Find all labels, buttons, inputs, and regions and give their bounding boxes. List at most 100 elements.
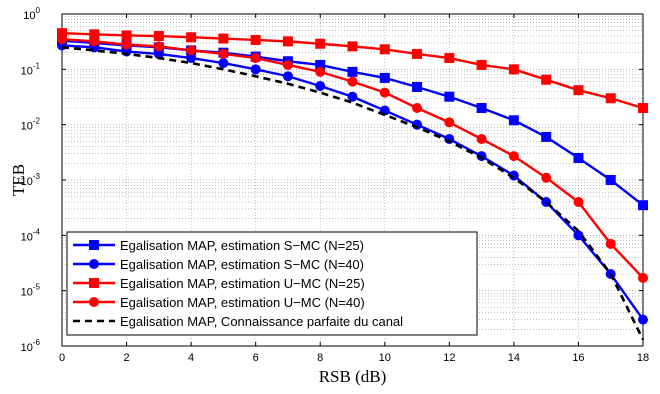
data-point [573,152,584,163]
data-point [121,30,132,41]
legend-label: Egalisation MAP, estimation U−MC (N=25) [120,276,365,291]
data-point [89,29,100,40]
x-tick-label: 0 [59,352,65,364]
x-tick-label: 6 [253,352,259,364]
x-tick-label: 8 [317,352,323,364]
data-point [573,230,584,241]
data-point [282,59,293,70]
legend-entry: Egalisation MAP, Connaissance parfaite d… [73,314,403,329]
series-line [61,39,644,207]
data-point [379,87,390,98]
data-point [476,59,487,70]
data-point [89,240,99,250]
x-tick-label: 10 [379,352,391,364]
y-tick-label: 10-6 [21,338,41,354]
data-point [218,33,229,44]
data-point [282,36,293,47]
data-point [315,80,326,91]
x-axis-label: RSB (dB) [319,367,387,386]
data-point [541,131,552,142]
data-point [347,76,358,87]
data-point [476,134,487,145]
y-tick-label: 10-1 [21,61,41,77]
legend-label: Egalisation MAP, estimation S−MC (N=40) [120,257,364,272]
data-point [315,38,326,49]
y-tick-label: 100 [23,6,40,22]
y-tick-label: 10-5 [21,283,41,299]
y-axis-label: TEB [9,164,28,196]
data-point [412,81,423,92]
data-point [638,314,648,325]
data-point [412,103,423,114]
legend-label: Egalisation MAP, estimation U−MC (N=40) [120,295,365,310]
data-point [605,93,616,104]
data-point [347,91,358,102]
data-point [573,197,584,208]
data-point [573,85,584,96]
data-point [444,117,455,128]
data-point [476,151,487,162]
data-point [186,32,197,43]
series-3 [57,28,648,114]
legend-entry: Egalisation MAP, estimation U−MC (N=25) [73,276,365,291]
data-point [315,59,326,70]
legend-entry: Egalisation MAP, estimation U−MC (N=40) [73,295,365,310]
data-point [541,172,552,183]
series-1 [57,35,648,211]
x-tick-label: 14 [508,352,520,364]
data-point [379,72,390,83]
data-point [250,64,261,75]
series-layer [57,28,648,341]
data-point [186,53,197,64]
data-point [186,45,197,56]
data-point [153,31,164,42]
data-point [315,66,326,77]
data-point [638,103,648,114]
data-point [508,64,519,75]
axis-ticks: 0 2 4 6 8 10 12 14 16 18 100 10-1 10-2 10-3 10-4 10-5 10… [21,6,650,364]
data-point [444,91,455,102]
data-point [412,48,423,59]
data-point [89,278,99,288]
x-tick-label: 2 [123,352,129,364]
data-point [508,115,519,126]
x-tick-label: 16 [572,352,584,364]
data-point [218,58,229,69]
data-point [638,200,648,211]
data-point [347,41,358,52]
series-5 [61,46,645,341]
legend-entry: Egalisation MAP, estimation S−MC (N=25) [73,238,364,253]
data-point [218,48,229,59]
y-tick-label: 10-3 [21,172,41,188]
data-point [250,34,261,45]
data-point [89,259,99,269]
y-tick-label: 10-4 [21,227,41,243]
data-point [153,48,164,59]
legend-box [66,231,478,336]
data-point [444,53,455,64]
data-point [605,175,616,185]
series-line [61,46,645,341]
data-point [250,53,261,64]
data-point [605,238,616,249]
data-point [121,39,132,50]
data-point [57,28,67,39]
data-point [508,170,519,181]
data-point [89,36,100,47]
data-point [282,71,293,82]
x-tick-label: 12 [443,352,455,364]
legend: Egalisation MAP, estimation S−MC (N=25) E… [66,231,478,336]
data-point [638,272,648,283]
data-point [541,74,552,85]
data-point [476,103,487,114]
data-point [347,66,358,77]
data-point [57,34,67,45]
data-point [508,151,519,162]
data-point [89,297,99,307]
data-point [153,41,164,52]
y-tick-label: 10-2 [21,117,41,133]
legend-label: Egalisation MAP, Connaissance parfaite d… [120,314,403,329]
x-tick-label: 4 [188,352,194,364]
x-tick-label: 18 [637,352,649,364]
